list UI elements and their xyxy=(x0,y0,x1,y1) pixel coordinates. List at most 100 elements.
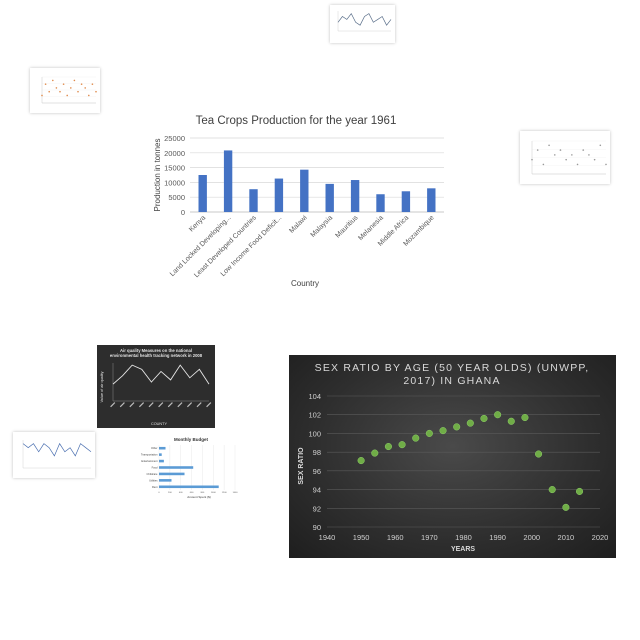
air-xtick-label xyxy=(158,402,164,408)
air-xtick-label xyxy=(119,402,125,408)
tea-ytick-label: 25000 xyxy=(164,134,185,143)
air-xtick-label xyxy=(129,402,135,408)
air-xtick-label xyxy=(110,402,116,408)
sex-ytick-label: 100 xyxy=(308,429,321,438)
budget-xtick-label: 600 xyxy=(190,492,194,494)
tea-ytick-label: 10000 xyxy=(164,178,185,187)
tea-bar xyxy=(427,188,436,212)
thumbnail-line-chart-top-plot xyxy=(337,11,392,32)
budget-chart-title: Monthly Budget xyxy=(174,437,208,442)
sex-xtick-label: 1960 xyxy=(387,533,404,542)
budget-xtick-label: 1200 xyxy=(222,492,228,494)
monthly-budget-chart[interactable]: Monthly Budget Amount Spent ($) 0 200 400 6… xyxy=(137,433,240,501)
thumb-left-point xyxy=(95,90,97,93)
sex-ytick-label: 104 xyxy=(308,392,321,401)
sex-xtick-label: 1970 xyxy=(421,533,438,542)
thumb-right-point xyxy=(582,149,585,151)
budget-xtick-label: 800 xyxy=(201,492,205,494)
air-xtick-label xyxy=(138,402,145,408)
budget-category-label: Transportation xyxy=(141,453,158,457)
sex-point xyxy=(575,487,584,495)
thumb-right-point xyxy=(548,144,550,147)
budget-xtick-label: 200 xyxy=(168,492,172,494)
budget-category-label: Entertainment xyxy=(141,459,157,463)
sex-ytick-label: 92 xyxy=(313,504,321,513)
sex-xtick-label: 2000 xyxy=(523,533,540,542)
thumbnail-scatter-chart-left-plot xyxy=(41,76,97,104)
sex-point xyxy=(398,441,406,449)
thumb-right-point xyxy=(565,158,567,161)
air-series-line xyxy=(112,364,210,385)
thumb-top-series-line xyxy=(337,12,392,26)
tea-bar xyxy=(249,189,258,212)
sex-chart-title-line2: 2017) IN GHANA xyxy=(403,375,500,387)
thumb-left-point xyxy=(66,94,68,97)
tea-bar xyxy=(223,150,233,212)
tea-ytick-label: 5000 xyxy=(168,193,185,202)
air-chart-title: Air quality Measures on the national xyxy=(120,348,192,353)
thumb-right-point xyxy=(588,154,590,156)
thumb-right-point xyxy=(571,154,573,156)
thumb-left-point xyxy=(70,87,72,89)
tea-bar xyxy=(401,191,411,212)
thumbnail-line-chart-top[interactable] xyxy=(330,5,395,43)
sex-ytick-label: 98 xyxy=(313,448,321,457)
budget-xtick-label: 1000 xyxy=(211,492,217,494)
thumb-right-point xyxy=(531,158,533,161)
budget-bar xyxy=(159,485,219,489)
budget-category-label: Childcare xyxy=(147,472,159,476)
sex-xtick-label: 2020 xyxy=(592,533,609,542)
tea-chart-xlabel: Country xyxy=(291,279,319,288)
sex-point xyxy=(453,423,461,431)
tea-chart-title: Tea Crops Production for the year 1961 xyxy=(196,115,397,127)
tea-xtick-label: Malaysia xyxy=(310,214,335,239)
budget-bar xyxy=(159,459,164,463)
sex-ytick-label: 90 xyxy=(313,523,321,532)
air-chart-xlabel: COUNTY xyxy=(151,422,167,426)
sex-xtick-label: 2010 xyxy=(558,533,575,542)
thumb-left-point xyxy=(91,83,94,85)
tea-bar xyxy=(325,183,334,212)
thumb-right-point xyxy=(542,163,545,166)
sex-xtick-label: 1940 xyxy=(319,533,336,542)
thumb-left-point xyxy=(44,83,47,85)
tea-bar xyxy=(376,194,385,212)
sex-chart-title-line1: SEX RATIO BY AGE (50 YEAR OLDS) (UNWPP, xyxy=(315,362,590,374)
air-xtick-label xyxy=(206,402,212,408)
sex-xtick-label: 1990 xyxy=(489,533,506,542)
sex-ytick-label: 102 xyxy=(308,411,321,420)
thumbnail-line-chart-bottom-left[interactable] xyxy=(13,432,95,478)
thumb-right-point xyxy=(605,163,607,166)
budget-bar xyxy=(159,472,185,476)
thumb-right-point xyxy=(536,149,539,151)
tea-bar xyxy=(274,178,284,212)
thumb-right-point xyxy=(599,144,602,147)
sex-point xyxy=(507,417,515,425)
thumbnail-line-chart-bottom-left-plot xyxy=(22,440,92,469)
tea-bar xyxy=(350,180,360,212)
sex-point xyxy=(548,486,556,494)
thumb-left-point xyxy=(41,94,43,97)
thumb-left-point xyxy=(62,83,65,85)
tea-ytick-label: 0 xyxy=(181,208,185,217)
thumb-left-point xyxy=(48,90,50,93)
sex-point xyxy=(521,413,529,422)
budget-category-label: Rent xyxy=(152,485,158,489)
thumbnail-scatter-chart-right[interactable] xyxy=(520,131,610,184)
thumb-left-point xyxy=(73,79,76,82)
sex-point xyxy=(535,450,543,458)
budget-xtick-label: 0 xyxy=(158,492,160,494)
thumb-right-point xyxy=(593,158,596,161)
sex-point xyxy=(412,434,420,442)
thumbnail-scatter-chart-left[interactable] xyxy=(30,68,100,113)
thumb-right-point xyxy=(553,154,556,156)
tea-xtick-label: Kenya xyxy=(188,214,207,233)
sex-point xyxy=(466,419,474,427)
tea-bar xyxy=(198,175,207,212)
thumb-left-point xyxy=(80,83,83,85)
thumb-left-point xyxy=(52,79,54,82)
thumbnail-scatter-chart-right-plot xyxy=(531,140,607,175)
air-quality-chart[interactable]: Air quality Measures on the national env… xyxy=(97,345,215,428)
sex-xtick-label: 1950 xyxy=(353,533,370,542)
monthly-budget-svg: Monthly Budget Amount Spent ($) 0 200 400 6… xyxy=(141,437,238,499)
